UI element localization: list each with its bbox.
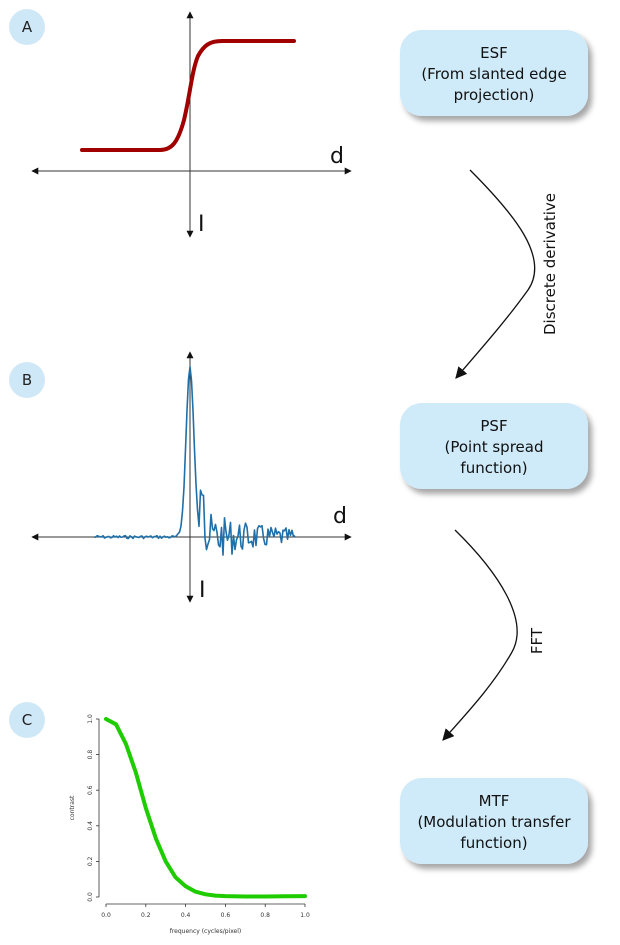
mtf-x-tick-label: 0.0 [101,912,111,919]
mtf-y-tick-label: 0.6 [87,785,94,795]
panel-b-badge [9,362,45,398]
panel-b-y-label: I [199,578,206,603]
psf-box-line-1: PSF [480,417,507,435]
panel-a-y-label: I [198,212,205,237]
derivative-arrow-curve [455,169,536,379]
mtf-series-line [104,717,307,899]
panel-c-badge-label: C [22,711,32,729]
panel-a: A d I [9,9,352,238]
mtf-box-line-2: (Modulation transfer [417,813,571,831]
psf-box: PSF (Point spread function) [400,403,588,489]
mtf-y-tick-label: 1.0 [87,714,94,724]
psf-curve [93,365,296,556]
panel-b-x-label: d [333,504,347,529]
mtf-x-tick-label: 0.6 [221,912,231,919]
mtf-y-tick-label: 0.8 [87,750,94,760]
derivative-arrow-label: Discrete derivative [541,193,559,335]
mtf-y-tick-label: 0.4 [87,821,94,831]
panel-a-x-label: d [330,144,344,169]
panel-a-badge-label: A [22,18,33,36]
esf-box-line-3: projection) [454,86,535,104]
mtf-x-tick-label: 0.4 [181,912,191,919]
mtf-x-tick-label: 0.8 [260,912,270,919]
mtf-y-tick-label: 0.2 [87,856,94,866]
mtf-box-line-1: MTF [479,792,510,810]
psf-box-bg [400,403,588,489]
panel-c: C 0.0 0.2 0.4 0.6 0.8 1.0 0.0 0.2 0.4 0.6 0.8 1.0 fr… [9,702,310,935]
mtf-box-line-3: function) [460,834,527,852]
mtf-box-bg [400,778,588,864]
fft-arrow-curve [442,529,518,741]
mtf-x-tick-label: 0.2 [141,912,151,919]
mtf-x-tick-label: 1.0 [300,912,310,919]
derivative-arrow: Discrete derivative [455,169,559,379]
fft-arrow: FFT [442,529,546,741]
panel-c-badge [9,702,45,738]
psf-box-line-2: (Point spread [445,438,544,456]
esf-curve [80,39,296,152]
esf-box-bg [400,30,588,116]
esf-box-line-2: (From slanted edge [421,65,566,83]
fft-arrow-label: FFT [528,627,546,654]
psf-box-line-3: function) [460,459,527,477]
esf-box-line-1: ESF [480,44,508,62]
panel-a-badge [9,9,45,45]
mtf-y-tick-label: 0.0 [87,892,94,902]
mtf-y-axis-title: contrast [69,795,76,820]
mtf-chart: 0.0 0.2 0.4 0.6 0.8 1.0 0.0 0.2 0.4 0.6 0.8 1.0 freq… [69,714,310,935]
mtf-x-axis-title: frequency (cycles/pixel) [170,928,242,935]
panel-b-badge-label: B [22,371,32,389]
panel-b: B d I [9,351,352,603]
mtf-box: MTF (Modulation transfer function) [400,778,588,864]
esf-box: ESF (From slanted edge projection) [400,30,588,116]
